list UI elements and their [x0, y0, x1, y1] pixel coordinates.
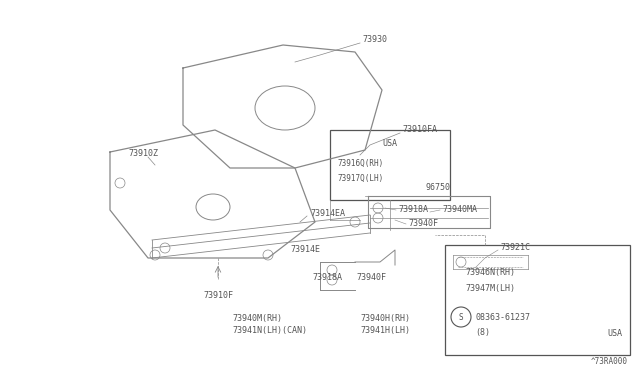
Text: 08363-61237: 08363-61237	[475, 312, 530, 321]
Text: 73946N(RH): 73946N(RH)	[465, 269, 515, 278]
Bar	[330, 130, 450, 200]
Text: ^73RA000: ^73RA000	[591, 357, 628, 366]
Text: 73914EA: 73914EA	[310, 208, 345, 218]
Bar	[445, 245, 630, 355]
Text: 73918A: 73918A	[312, 273, 342, 282]
Text: USA: USA	[607, 328, 622, 337]
Text: 73940F: 73940F	[408, 219, 438, 228]
Text: 73910F: 73910F	[203, 291, 233, 299]
Text: (8): (8)	[475, 328, 490, 337]
Text: 73941N(LH)(CAN): 73941N(LH)(CAN)	[232, 326, 307, 334]
Text: 73917Q(LH): 73917Q(LH)	[338, 173, 384, 183]
Text: 73940M(RH): 73940M(RH)	[232, 314, 282, 323]
Text: 96750: 96750	[425, 183, 450, 192]
Text: 73914E: 73914E	[290, 246, 320, 254]
Text: 73940MA: 73940MA	[442, 205, 477, 215]
Text: S: S	[459, 312, 463, 321]
Text: 73921C: 73921C	[500, 243, 530, 251]
Text: 73947M(LH): 73947M(LH)	[465, 285, 515, 294]
Text: USA: USA	[383, 140, 397, 148]
Text: 73930: 73930	[362, 35, 387, 45]
Text: 73918A: 73918A	[398, 205, 428, 215]
Text: 73940H(RH): 73940H(RH)	[360, 314, 410, 323]
Text: 73940F: 73940F	[356, 273, 386, 282]
Text: 73941H(LH): 73941H(LH)	[360, 326, 410, 334]
Text: 73916Q(RH): 73916Q(RH)	[338, 158, 384, 167]
Text: 73910Z: 73910Z	[128, 148, 158, 157]
Text: 73910FA: 73910FA	[402, 125, 437, 135]
